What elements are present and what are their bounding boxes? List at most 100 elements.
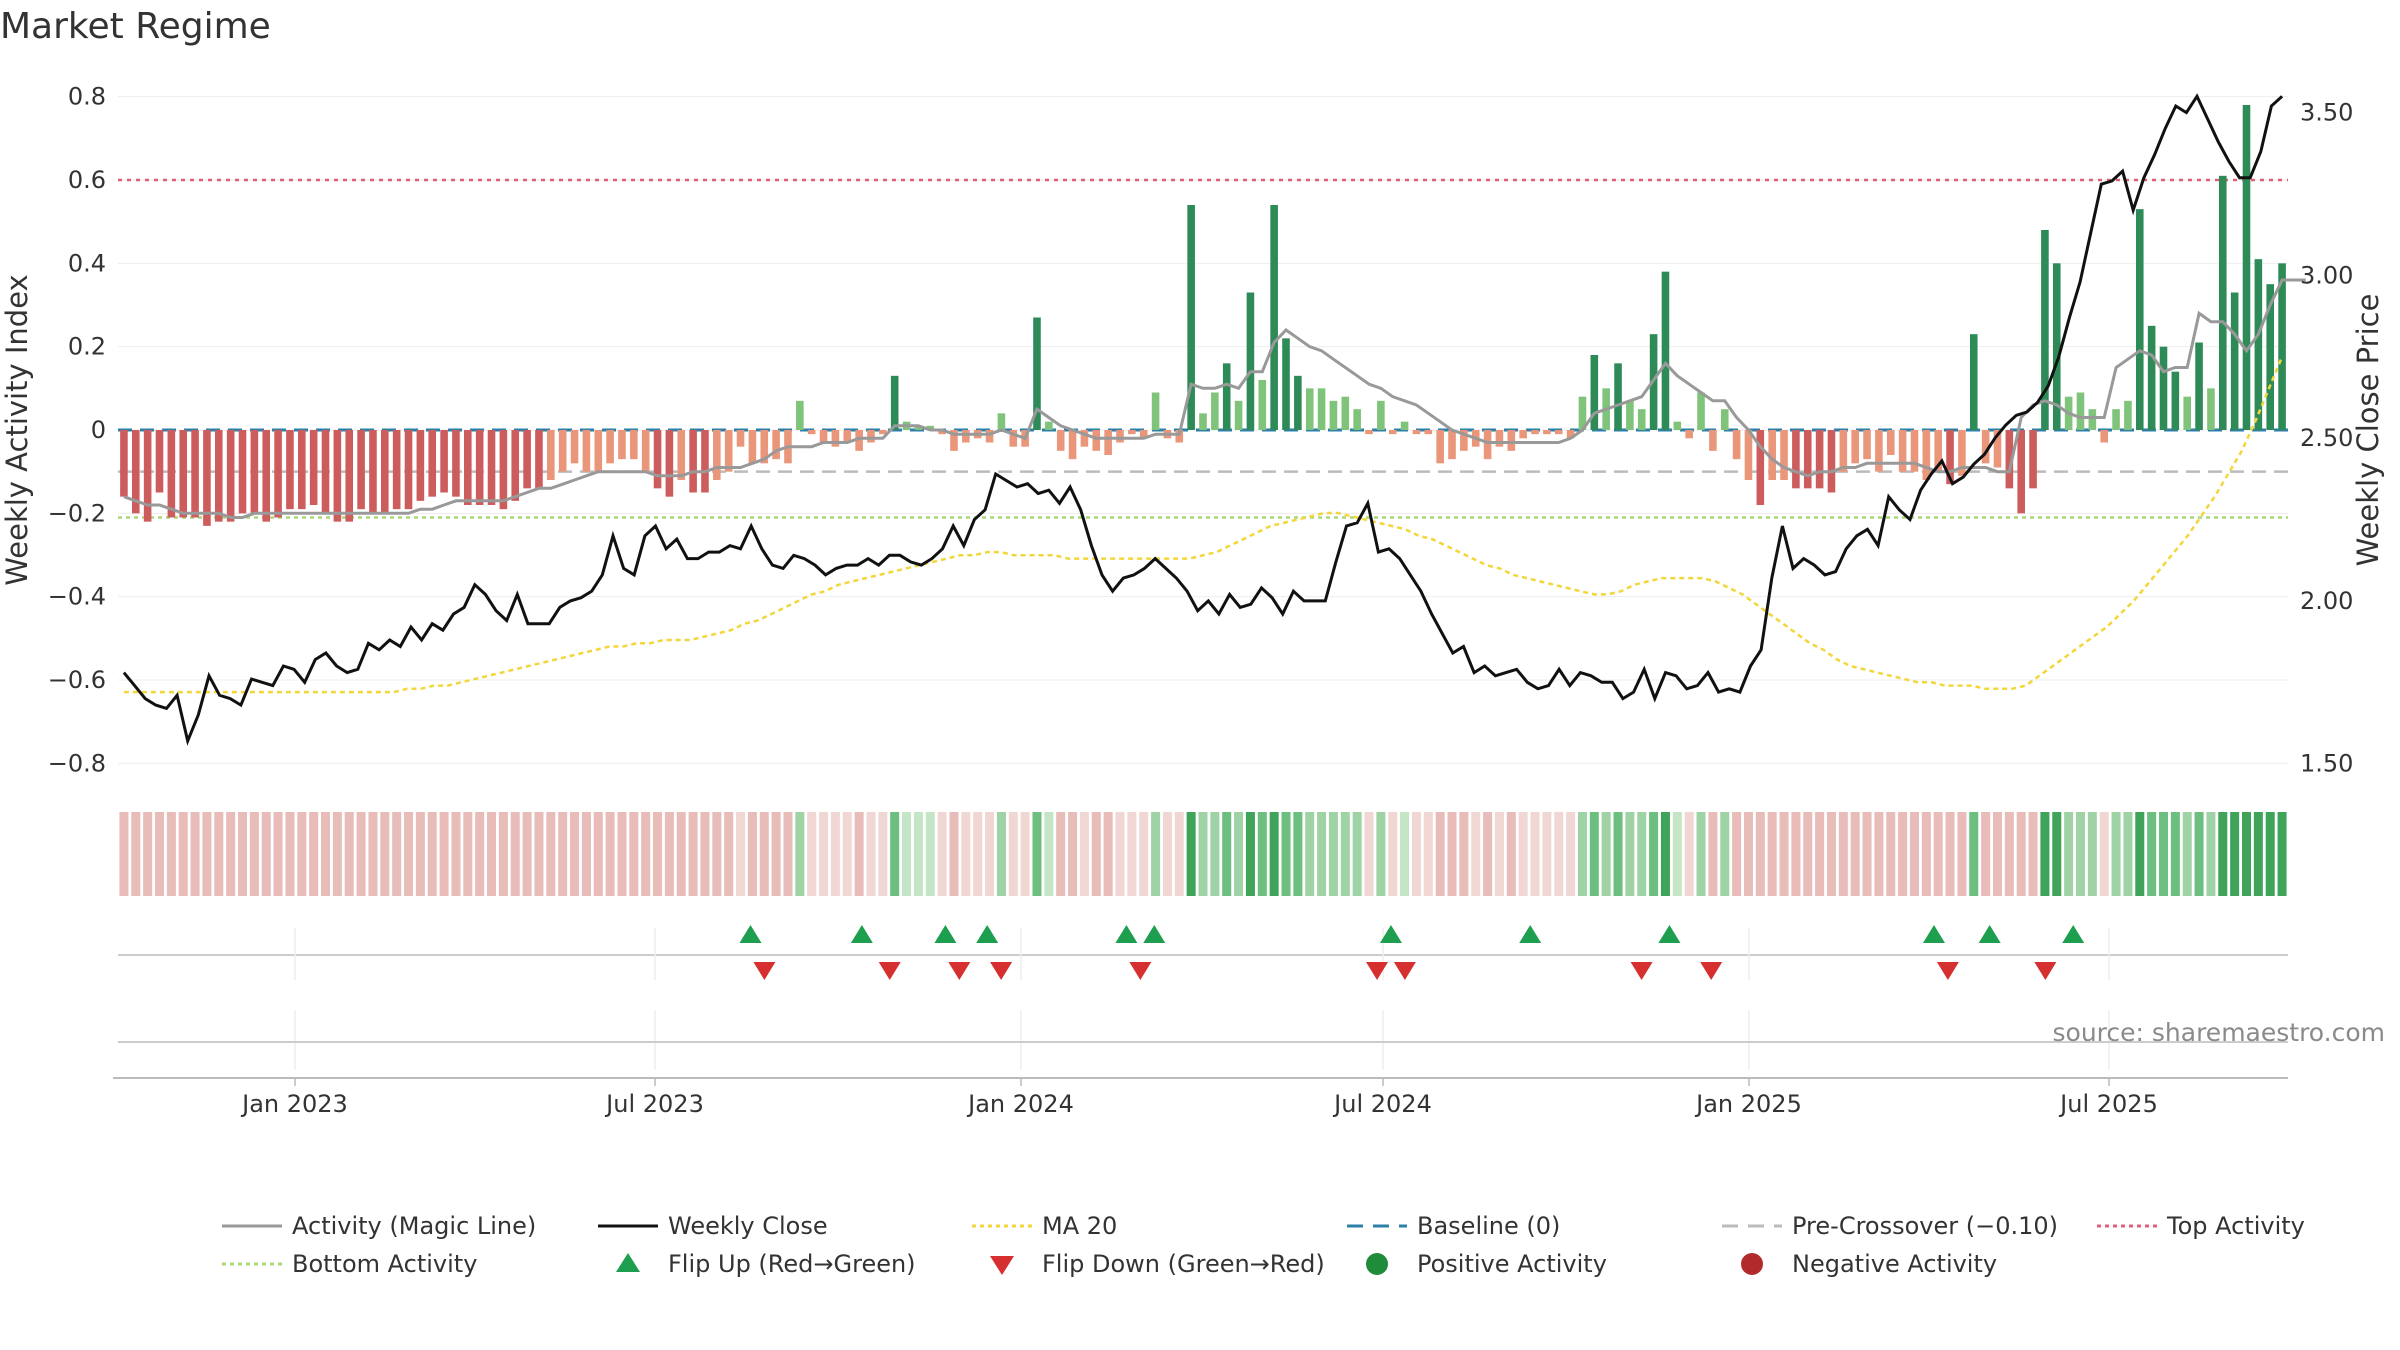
regime-cell	[1720, 812, 1730, 896]
legend-label: Weekly Close	[668, 1212, 828, 1240]
regime-cell	[1340, 812, 1350, 896]
regime-cell	[1909, 812, 1919, 896]
activity-bar	[1543, 430, 1551, 435]
activity-bar	[2218, 175, 2227, 430]
activity-bar	[1685, 430, 1693, 439]
regime-cell	[368, 812, 378, 896]
activity-bar	[1424, 430, 1433, 435]
activity-bar	[547, 430, 555, 480]
flip-up-marker	[1978, 925, 2001, 943]
activity-bar	[1388, 430, 1397, 435]
regime-cell	[2099, 812, 2109, 896]
activity-bar	[357, 430, 365, 510]
regime-cell	[617, 812, 627, 896]
activity-bar	[962, 430, 970, 443]
legend-item-top: Top Activity	[2097, 1212, 2305, 1240]
legend-label: MA 20	[1042, 1212, 1117, 1240]
regime-cell	[273, 812, 283, 896]
activity-bar	[1732, 430, 1741, 460]
activity-bar	[1139, 430, 1148, 439]
activity-bar	[2005, 430, 2014, 489]
activity-bar	[1554, 430, 1563, 435]
activity-bar	[475, 430, 484, 505]
activity-bar	[926, 425, 935, 430]
regime-cell	[724, 812, 734, 896]
flip-down-marker	[1630, 962, 1653, 980]
activity-bar	[2088, 409, 2097, 430]
regime-cell	[1554, 812, 1564, 896]
regime-cell	[605, 812, 615, 896]
regime-cell	[1198, 812, 1208, 896]
activity-bar	[570, 430, 579, 464]
regime-cell	[534, 812, 544, 896]
regime-cell	[309, 812, 319, 896]
regime-cell	[1708, 812, 1718, 896]
regime-cell	[2040, 812, 2050, 896]
flip-up-marker	[739, 925, 762, 943]
x-tick-label: Jul 2025	[2058, 1090, 2158, 1118]
regime-cell	[392, 812, 402, 896]
activity-bar	[1886, 430, 1895, 455]
activity-bar	[914, 425, 923, 430]
activity-bar	[1436, 430, 1444, 464]
legend-label: Flip Down (Green→Red)	[1042, 1250, 1325, 1278]
right-tick-label: 3.50	[2300, 99, 2353, 127]
regime-cell	[2147, 812, 2157, 896]
legend-label: Negative Activity	[1792, 1250, 1997, 1278]
activity-bar	[1495, 430, 1504, 447]
regime-cell	[949, 812, 959, 896]
regime-cell	[1423, 812, 1433, 896]
flip-down-marker	[1129, 962, 1152, 980]
regime-cell	[1162, 812, 1172, 896]
flip-up-marker	[1519, 925, 1542, 943]
flip-up-marker	[934, 925, 957, 943]
activity-bar	[1780, 430, 1788, 480]
regime-cell	[2087, 812, 2097, 896]
activity-bar	[1934, 430, 1942, 472]
activity-bar	[1483, 430, 1492, 460]
regime-cell	[498, 812, 508, 896]
activity-bar	[2266, 284, 2275, 430]
regime-cell	[1779, 812, 1789, 896]
regime-cell	[1957, 812, 1967, 896]
activity-bar	[2076, 392, 2085, 430]
ma20-line	[123, 356, 2284, 694]
activity-bar	[1792, 430, 1800, 489]
regime-cell	[747, 812, 757, 896]
activity-bar	[2041, 230, 2049, 430]
regime-cell	[1886, 812, 1896, 896]
activity-bar	[1768, 430, 1776, 480]
activity-bar	[155, 430, 164, 493]
right-tick-label: 1.50	[2300, 750, 2353, 778]
activity-bars	[120, 105, 2286, 526]
legend-item-bottom: Bottom Activity	[222, 1250, 477, 1278]
regime-cell	[1269, 812, 1279, 896]
regime-cell	[1388, 812, 1398, 896]
activity-bar	[1305, 388, 1314, 430]
activity-bar	[404, 430, 413, 510]
activity-bar	[1116, 430, 1124, 443]
activity-bar	[2230, 292, 2239, 430]
regime-cell	[1660, 812, 1670, 896]
regime-cell	[1293, 812, 1303, 896]
regime-cell	[771, 812, 781, 896]
flip-down-marker	[2034, 962, 2057, 980]
flip-down-marker	[1393, 962, 1416, 980]
activity-bar	[1851, 430, 1859, 464]
activity-bar	[1578, 396, 1587, 430]
activity-bar	[582, 430, 591, 472]
activity-bar	[1448, 430, 1456, 460]
activity-bar	[689, 430, 697, 493]
left-tick-label: 0.2	[68, 333, 106, 361]
regime-cell	[2123, 812, 2133, 896]
regime-cell	[1898, 812, 1908, 896]
regime-cell	[332, 812, 342, 896]
activity-bar	[1744, 430, 1753, 480]
activity-bar	[309, 430, 318, 505]
regime-cell	[2253, 812, 2263, 896]
regime-cell	[581, 812, 591, 896]
regime-cell	[2111, 812, 2121, 896]
regime-cell	[1210, 812, 1220, 896]
regime-cell	[297, 812, 307, 896]
